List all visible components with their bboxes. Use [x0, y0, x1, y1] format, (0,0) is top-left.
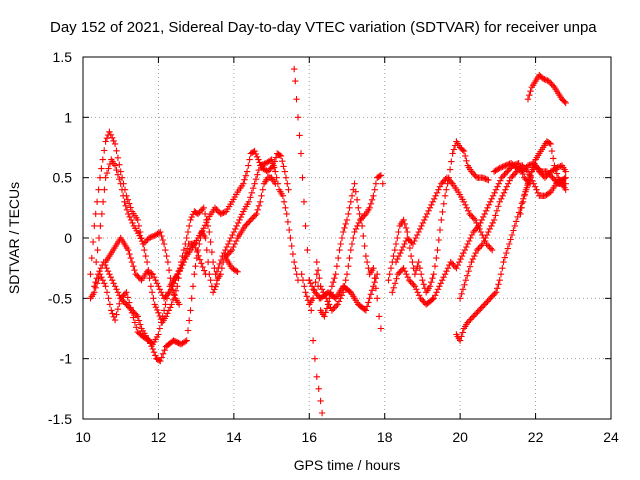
grid-layer [83, 57, 611, 419]
x-tick-label: 22 [528, 429, 544, 445]
y-tick-label: 1 [64, 109, 72, 125]
data-point-markers [223, 174, 279, 260]
chart-title: Day 152 of 2021, Sidereal Day-to-day VTE… [50, 19, 597, 36]
x-tick-label: 12 [151, 429, 167, 445]
x-tick-label: 14 [226, 429, 242, 445]
x-axis-label: GPS time / hours [294, 457, 401, 473]
tick-layer: 10 12 14 16 18 20 22 24 1.5 1 0.5 0 -0.5 -1 -1.5 [48, 49, 619, 445]
x-tick-label: 16 [301, 429, 317, 445]
data-point-markers [91, 240, 209, 348]
data-point-markers [313, 172, 386, 314]
y-axis-label: SDTVAR / TECUs [6, 182, 22, 294]
data-point-markers [392, 174, 496, 266]
data-point-markers [213, 156, 302, 284]
y-tick-label: 0.5 [53, 170, 73, 186]
data-point-markers [385, 138, 492, 296]
x-tick-label: 20 [452, 429, 468, 445]
data-point-markers [102, 147, 292, 302]
y-tick-label: 1.5 [53, 49, 73, 65]
x-tick-label: 18 [377, 429, 393, 445]
series-trace-c [91, 240, 209, 348]
x-tick-label: 10 [75, 429, 91, 445]
series-trace-n [392, 174, 496, 266]
series-trace-q [524, 71, 569, 107]
data-point-markers [524, 71, 569, 107]
y-tick-label: -1.5 [48, 411, 72, 427]
y-tick-label: 0 [64, 230, 72, 246]
series-layer [87, 65, 569, 417]
series-trace-d [93, 156, 183, 308]
x-tick-label: 24 [603, 429, 619, 445]
series-trace-g [223, 174, 279, 260]
series-trace-f [213, 156, 302, 284]
data-point-markers [291, 65, 326, 417]
y-tick-label: -1 [60, 351, 73, 367]
series-trace-j [313, 172, 386, 314]
series-trace-h [291, 65, 326, 417]
series-trace-l [385, 138, 492, 296]
data-point-markers [306, 271, 381, 314]
y-tick-label: -0.5 [48, 290, 72, 306]
data-point-markers [490, 160, 569, 181]
data-point-markers [93, 156, 183, 308]
series-trace-k [306, 271, 381, 314]
series-trace-e [102, 147, 292, 302]
series-trace-s [490, 160, 569, 181]
